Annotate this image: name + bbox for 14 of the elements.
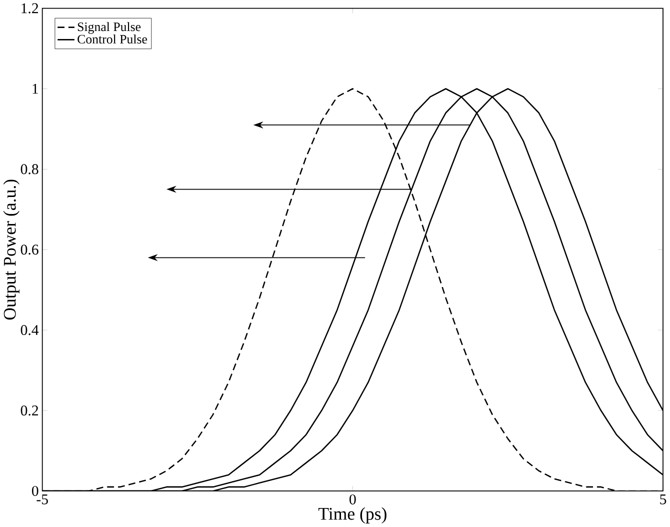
y-tick-label: 1.2 — [22, 3, 38, 14]
y-tick-label: 1 — [32, 84, 38, 94]
legend-label: Control Pulse — [78, 34, 147, 44]
y-tick-label: 0.4 — [20, 325, 39, 336]
y-tick-label: 0.8 — [20, 164, 38, 174]
y-tick-label: 0.6 — [20, 244, 38, 255]
x-axis-title: Time (ps) — [318, 507, 386, 524]
x-tick-label: -5 — [36, 494, 48, 504]
y-tick-label: 0.2 — [20, 406, 38, 416]
y-tick-label: 0 — [32, 486, 38, 496]
y-axis-title: Output Power (a.u.) — [3, 180, 20, 320]
x-tick-label: 0 — [350, 494, 356, 505]
x-tick-label: 5 — [660, 494, 666, 504]
legend-label: Signal Pulse — [78, 22, 141, 34]
